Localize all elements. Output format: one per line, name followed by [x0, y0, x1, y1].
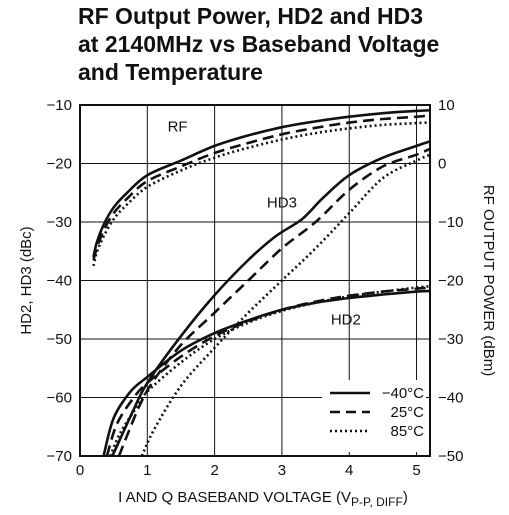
y-right-tick-label: 0 — [438, 156, 446, 173]
y-left-tick-label: −70 — [47, 448, 72, 465]
y-left-tick-label: −50 — [47, 331, 72, 348]
x-tick-label: 0 — [76, 462, 84, 479]
y-axis-label-right: RF OUTPUT POWER (dBm) — [480, 185, 497, 376]
annotation-hd2: HD2 — [331, 311, 361, 328]
legend-label-minus40c: −40°C — [382, 385, 424, 402]
y-axis-label-left: HD2, HD3 (dBc) — [18, 226, 35, 334]
series-hd2-dotted — [109, 285, 431, 457]
y-right-tick-labels: 10 0 −10 −20 −30 −40 −50 — [438, 97, 463, 465]
chart-title-line-1: RF Output Power, HD2 and HD3 — [78, 3, 424, 29]
y-right-tick-label: −30 — [438, 331, 463, 348]
annotation-hd3: HD3 — [267, 194, 297, 211]
y-left-tick-label: −30 — [47, 214, 72, 231]
series-rf-dashed — [92, 114, 431, 261]
chart-title-line-3: and Temperature — [78, 59, 263, 85]
y-right-tick-label: −50 — [438, 448, 463, 465]
y-right-tick-label: −20 — [438, 273, 463, 290]
x-tick-label: 3 — [278, 462, 286, 479]
y-left-tick-labels: −10 −20 −30 −40 −50 −60 −70 — [47, 97, 72, 465]
x-tick-label: 4 — [345, 462, 353, 479]
annotation-rf: RF — [168, 118, 188, 135]
series-hd3-solid — [111, 140, 431, 457]
y-right-tick-label: 10 — [438, 97, 455, 114]
x-tick-label: 1 — [143, 462, 151, 479]
x-tick-label: 2 — [210, 462, 218, 479]
y-right-tick-label: −40 — [438, 390, 463, 407]
series-lines — [92, 109, 431, 457]
y-right-tick-label: −10 — [438, 214, 463, 231]
series-hd3-dotted — [140, 153, 431, 457]
x-axis-label-close: ) — [403, 489, 408, 506]
y-left-tick-label: −60 — [47, 390, 72, 407]
series-rf-dotted — [92, 121, 431, 267]
x-axis-label-main: I AND Q BASEBAND VOLTAGE (V — [118, 489, 351, 506]
chart-title-line-2: at 2140MHz vs Baseband Voltage — [78, 31, 440, 57]
plot-frame — [79, 104, 431, 457]
x-tick-labels: 0 1 2 3 4 5 — [76, 462, 421, 479]
chart-title: RF Output Power, HD2 and HD3 at 2140MHz … — [78, 2, 498, 86]
x-axis-label-subscript: P-P, DIFF — [351, 495, 403, 509]
y-left-tick-label: −10 — [47, 97, 72, 114]
series-hd3-dashed — [117, 147, 431, 457]
x-axis-label: I AND Q BASEBAND VOLTAGE (VP-P, DIFF) — [118, 489, 408, 509]
y-left-tick-label: −40 — [47, 273, 72, 290]
legend-label-85c: 85°C — [390, 423, 424, 440]
x-tick-label: 5 — [412, 462, 420, 479]
series-rf-solid — [92, 109, 431, 258]
y-left-tick-label: −20 — [47, 156, 72, 173]
legend-label-25c: 25°C — [390, 404, 424, 421]
